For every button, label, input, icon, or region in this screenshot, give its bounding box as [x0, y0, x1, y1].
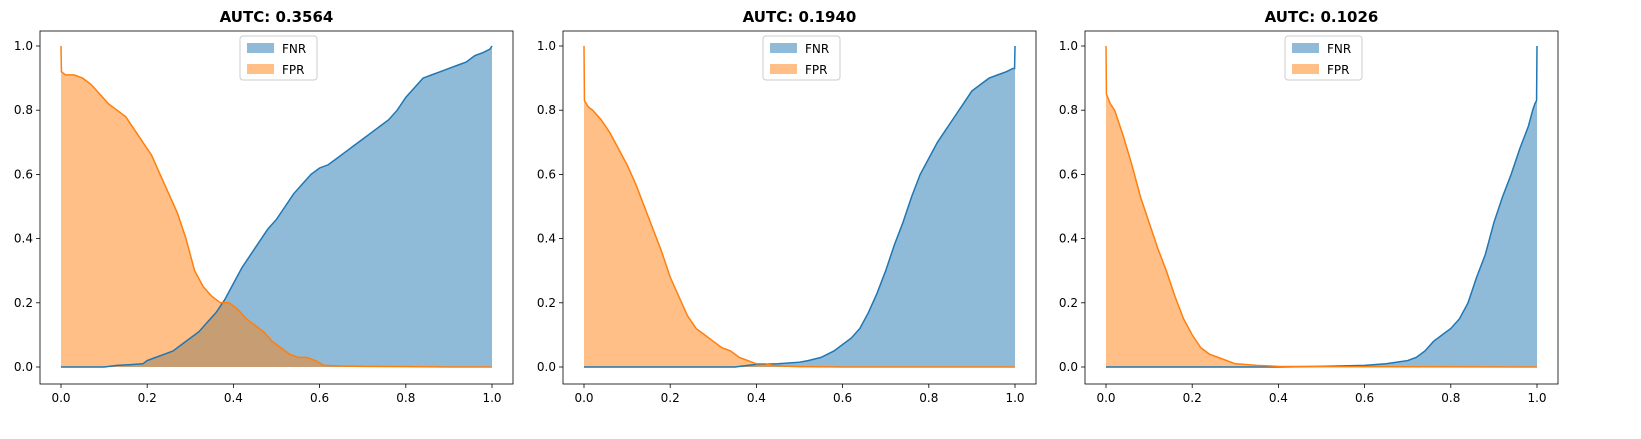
x-tick-label: 0.0	[51, 391, 70, 405]
x-tick-label: 0.8	[1441, 391, 1460, 405]
y-tick-label: 0.8	[14, 103, 33, 117]
series-area-fpr	[1106, 46, 1537, 367]
x-tick-label: 1.0	[1527, 391, 1546, 405]
axes-frame	[39, 30, 514, 385]
y-tick-label: 0.0	[537, 360, 556, 374]
legend: FNR FPR	[762, 35, 841, 81]
x-tick-label: 0.6	[833, 391, 852, 405]
series-area-fpr	[584, 46, 1015, 367]
x-tick-label: 1.0	[482, 391, 501, 405]
legend: FNR FPR	[239, 35, 318, 81]
y-tick-label: 0.2	[14, 296, 33, 310]
chart-title: AUTC: 0.1026	[1265, 8, 1379, 26]
series-line-fpr	[60, 45, 492, 368]
legend-swatch-fpr	[1292, 64, 1319, 74]
series-area-fnr	[584, 46, 1015, 367]
legend-swatch-fpr	[247, 64, 274, 74]
series-line-fnr	[1106, 45, 1538, 368]
y-tick-label: 1.0	[1059, 39, 1078, 53]
x-tick-label: 0.6	[310, 391, 329, 405]
chart-panel-1: 0.0 0.2 0.4 0.6 0.8 1.0 0.0 0.2 0.4 0.6 0.8 1.0 AUTC…	[14, 8, 514, 405]
y-tick-label: 0.4	[537, 232, 556, 246]
y-tick-label: 0.6	[1059, 167, 1078, 181]
legend-label-fnr: FNR	[805, 42, 829, 56]
legend-swatch-fpr	[770, 64, 797, 74]
y-tick-label: 1.0	[14, 39, 33, 53]
y-tick-label: 1.0	[537, 39, 556, 53]
legend-swatch-fnr	[247, 43, 274, 53]
y-tick-label: 0.0	[1059, 360, 1078, 374]
legend: FNR FPR	[1284, 35, 1363, 81]
legend-swatch-fnr	[770, 43, 797, 53]
legend-swatch-fnr	[1292, 43, 1319, 53]
x-tick-label: 0.2	[661, 391, 680, 405]
x-tick-label: 0.8	[919, 391, 938, 405]
series-area-fnr	[61, 46, 492, 367]
x-tick-label: 0.4	[224, 391, 243, 405]
x-tick-label: 0.0	[574, 391, 593, 405]
chart-title: AUTC: 0.1940	[743, 8, 857, 26]
series-line-fpr	[1105, 45, 1538, 368]
y-tick-label: 0.8	[1059, 103, 1078, 117]
x-tick-label: 0.0	[1096, 391, 1115, 405]
y-tick-label: 0.6	[14, 167, 33, 181]
y-tick-label: 0.6	[537, 167, 556, 181]
legend-label-fpr: FPR	[1327, 63, 1349, 77]
axes-frame	[562, 30, 1037, 385]
x-tick-label: 0.8	[396, 391, 415, 405]
legend-label-fnr: FNR	[1327, 42, 1351, 56]
series-line-fpr	[583, 45, 1015, 368]
y-tick-label: 0.2	[537, 296, 556, 310]
axes-frame	[1084, 30, 1559, 385]
chart-panel-3: 0.0 0.2 0.4 0.6 0.8 1.0 0.0 0.2 0.4 0.6 0.8 1.0 AUTC…	[1059, 8, 1559, 405]
series-line-fnr	[584, 45, 1016, 368]
legend-label-fpr: FPR	[805, 63, 827, 77]
series-area-fpr	[61, 46, 492, 367]
y-tick-label: 0.4	[1059, 232, 1078, 246]
y-tick-label: 0.2	[1059, 296, 1078, 310]
x-tick-label: 1.0	[1005, 391, 1024, 405]
x-tick-label: 0.4	[747, 391, 766, 405]
y-tick-label: 0.4	[14, 232, 33, 246]
legend-label-fnr: FNR	[282, 42, 306, 56]
x-tick-label: 0.4	[1269, 391, 1288, 405]
x-tick-label: 0.2	[138, 391, 157, 405]
series-line-fnr	[61, 45, 493, 368]
x-tick-label: 0.2	[1183, 391, 1202, 405]
series-area-fnr	[1106, 46, 1537, 367]
y-tick-label: 0.0	[14, 360, 33, 374]
legend-label-fpr: FPR	[282, 63, 304, 77]
x-tick-label: 0.6	[1355, 391, 1374, 405]
chart-panel-2: 0.0 0.2 0.4 0.6 0.8 1.0 0.0 0.2 0.4 0.6 0.8 1.0 AUTC…	[537, 8, 1037, 405]
chart-title: AUTC: 0.3564	[220, 8, 334, 26]
y-tick-label: 0.8	[537, 103, 556, 117]
